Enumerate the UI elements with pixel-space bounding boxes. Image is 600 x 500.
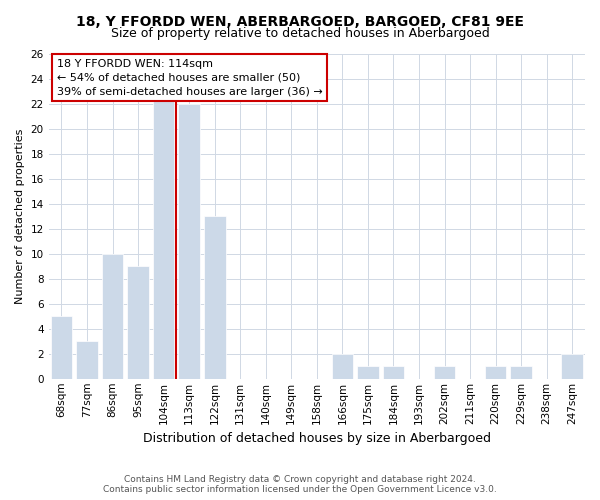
Bar xyxy=(383,366,404,379)
Bar xyxy=(434,366,455,379)
Bar xyxy=(332,354,353,379)
Bar xyxy=(178,104,200,379)
X-axis label: Distribution of detached houses by size in Aberbargoed: Distribution of detached houses by size … xyxy=(143,432,491,445)
Bar xyxy=(153,92,175,379)
Text: 18, Y FFORDD WEN, ABERBARGOED, BARGOED, CF81 9EE: 18, Y FFORDD WEN, ABERBARGOED, BARGOED, … xyxy=(76,15,524,29)
Bar xyxy=(562,354,583,379)
Text: Contains HM Land Registry data © Crown copyright and database right 2024.: Contains HM Land Registry data © Crown c… xyxy=(124,476,476,484)
Text: 18 Y FFORDD WEN: 114sqm
← 54% of detached houses are smaller (50)
39% of semi-de: 18 Y FFORDD WEN: 114sqm ← 54% of detache… xyxy=(57,59,322,97)
Bar xyxy=(357,366,379,379)
Bar xyxy=(485,366,506,379)
Bar xyxy=(76,342,98,379)
Bar xyxy=(510,366,532,379)
Bar xyxy=(101,254,124,379)
Y-axis label: Number of detached properties: Number of detached properties xyxy=(15,128,25,304)
Text: Contains public sector information licensed under the Open Government Licence v3: Contains public sector information licen… xyxy=(103,484,497,494)
Bar xyxy=(204,216,226,379)
Bar xyxy=(50,316,72,379)
Bar xyxy=(127,266,149,379)
Text: Size of property relative to detached houses in Aberbargoed: Size of property relative to detached ho… xyxy=(110,28,490,40)
